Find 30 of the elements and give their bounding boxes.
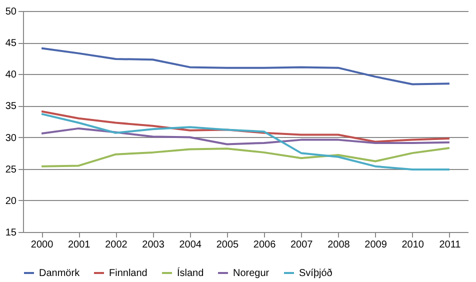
x-tick-label: 2011 (439, 240, 462, 250)
line-series (40, 110, 450, 143)
y-tick-label: 25 (5, 164, 17, 176)
x-tick-label: 2008 (328, 240, 350, 250)
line-series (40, 112, 450, 170)
legend-label: Danmörk (39, 268, 81, 279)
y-tick-label: 30 (5, 132, 17, 144)
x-tick-label: 2004 (179, 240, 202, 250)
y-tick-label: 35 (5, 101, 17, 112)
legend-label: Finnland (109, 268, 148, 279)
x-tick-label: 2002 (105, 240, 128, 250)
legend-label: Noregur (233, 268, 270, 279)
y-tick-label: 15 (5, 228, 17, 238)
x-tick-label: 2005 (216, 240, 240, 250)
y-tick-label: 45 (5, 38, 17, 50)
x-tick-label: 2007 (290, 240, 314, 250)
y-tick-label: 20 (5, 196, 17, 207)
x-tick-label: 2006 (253, 240, 276, 250)
x-tick-label: 2001 (68, 240, 91, 250)
line-series (40, 47, 450, 86)
x-tick-label: 2009 (364, 240, 388, 250)
line-series (40, 147, 450, 168)
line-series (40, 127, 450, 146)
legend-label: Svíþjóð (299, 268, 333, 279)
x-tick-label: 2010 (402, 240, 424, 250)
x-tick-label: 2000 (30, 240, 54, 250)
y-tick-label: 50 (5, 6, 17, 18)
x-tick-label: 2003 (142, 240, 165, 250)
y-tick-label: 40 (5, 70, 17, 81)
legend-label: Ísland (177, 267, 204, 279)
